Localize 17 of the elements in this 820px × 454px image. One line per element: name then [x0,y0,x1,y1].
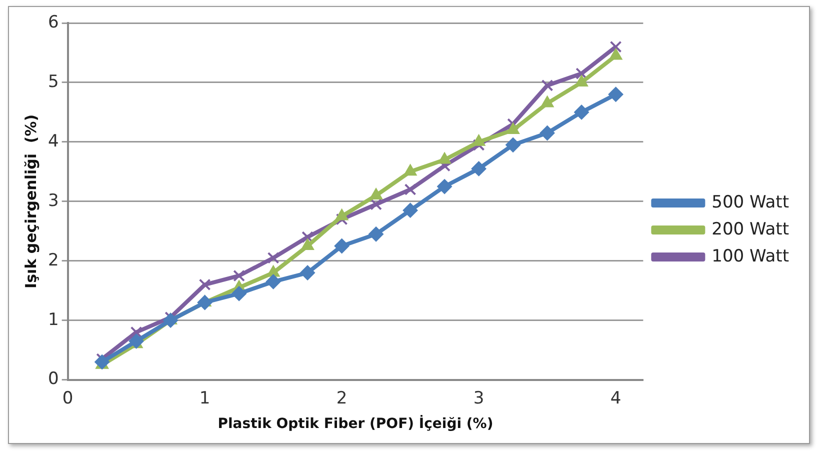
x-tick-label: 1 [199,388,210,408]
y-tick-label: 5 [48,72,59,92]
y-tick-label: 0 [48,369,59,390]
y-tick-label: 2 [48,250,59,270]
legend-label: 500 Watt [712,192,790,212]
x-axis-title: Plastik Optik Fiber (POF) İçeiği (%) [218,415,494,432]
y-axis-title: Işık geçirgenliği (%) [22,114,40,288]
x-tick-label: 3 [473,388,484,408]
x-tick-label: 4 [610,388,622,408]
y-tick-label: 3 [48,190,59,211]
x-tick-label: 2 [336,388,348,408]
legend-label: 100 Watt [712,246,790,266]
y-tick-label: 1 [48,310,59,330]
x-tick-label: 0 [62,388,74,408]
y-tick-label: 6 [48,12,59,32]
y-tick-label: 4 [48,131,59,152]
legend-label: 200 Watt [712,219,790,240]
